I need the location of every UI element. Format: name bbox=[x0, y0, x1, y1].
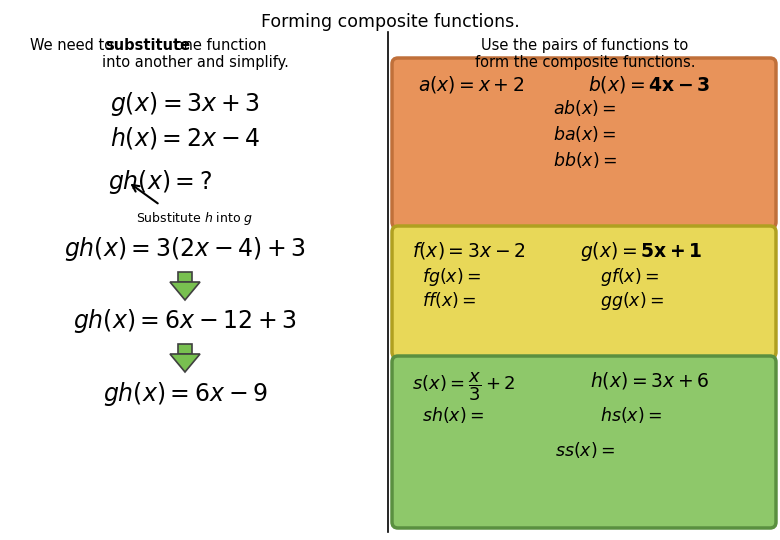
Text: form the composite functions.: form the composite functions. bbox=[475, 55, 695, 70]
Text: $h(x) = 3x+6$: $h(x) = 3x+6$ bbox=[590, 370, 710, 391]
Text: $ss(x) =$: $ss(x) =$ bbox=[555, 440, 615, 460]
Polygon shape bbox=[170, 282, 200, 300]
Text: $bb(x) =$: $bb(x) =$ bbox=[553, 150, 617, 170]
Text: $g(x) = \mathbf{5x+1}$: $g(x) = \mathbf{5x+1}$ bbox=[580, 240, 703, 263]
FancyBboxPatch shape bbox=[392, 356, 776, 528]
Text: Substitute $h$ into $g$: Substitute $h$ into $g$ bbox=[136, 210, 254, 227]
Text: $gf(x) =$: $gf(x) =$ bbox=[600, 266, 659, 288]
Text: $gh(x) = 6x-9$: $gh(x) = 6x-9$ bbox=[103, 380, 268, 408]
Text: $gh(x) = 3(2x-4)+3$: $gh(x) = 3(2x-4)+3$ bbox=[64, 235, 306, 263]
Text: $gg(x) =$: $gg(x) =$ bbox=[600, 290, 664, 312]
Text: into another and simplify.: into another and simplify. bbox=[101, 55, 289, 70]
Text: We need to: We need to bbox=[30, 38, 118, 53]
Polygon shape bbox=[178, 272, 192, 282]
Text: $gh(x) = ?$: $gh(x) = ?$ bbox=[108, 168, 212, 196]
Text: $h(x) = 2x - 4$: $h(x) = 2x - 4$ bbox=[110, 125, 260, 151]
Text: $a(x) = x+2$: $a(x) = x+2$ bbox=[418, 74, 524, 95]
Text: $hs(x) =$: $hs(x) =$ bbox=[600, 405, 662, 425]
Text: $g(x) = 3x + 3$: $g(x) = 3x + 3$ bbox=[110, 90, 260, 118]
Text: Forming composite functions.: Forming composite functions. bbox=[261, 13, 519, 31]
Text: $f(x) = 3x-2$: $f(x) = 3x-2$ bbox=[412, 240, 526, 261]
Text: $ba(x) =$: $ba(x) =$ bbox=[553, 124, 617, 144]
Text: $b(x) = \mathbf{4x-3}$: $b(x) = \mathbf{4x-3}$ bbox=[588, 74, 711, 95]
Text: $fg(x) =$: $fg(x) =$ bbox=[422, 266, 481, 288]
Polygon shape bbox=[178, 344, 192, 354]
Text: substitute: substitute bbox=[105, 38, 190, 53]
Text: $gh(x) = 6x-12+3$: $gh(x) = 6x-12+3$ bbox=[73, 307, 297, 335]
Text: $sh(x) =$: $sh(x) =$ bbox=[422, 405, 484, 425]
FancyBboxPatch shape bbox=[392, 226, 776, 358]
Text: one function: one function bbox=[170, 38, 267, 53]
Text: $ab(x) =$: $ab(x) =$ bbox=[553, 98, 617, 118]
Polygon shape bbox=[170, 354, 200, 372]
Text: $ff(x) =$: $ff(x) =$ bbox=[422, 290, 477, 310]
FancyBboxPatch shape bbox=[392, 58, 776, 228]
Text: Use the pairs of functions to: Use the pairs of functions to bbox=[481, 38, 689, 53]
Text: $s(x) = \dfrac{x}{3}+2$: $s(x) = \dfrac{x}{3}+2$ bbox=[412, 370, 516, 403]
